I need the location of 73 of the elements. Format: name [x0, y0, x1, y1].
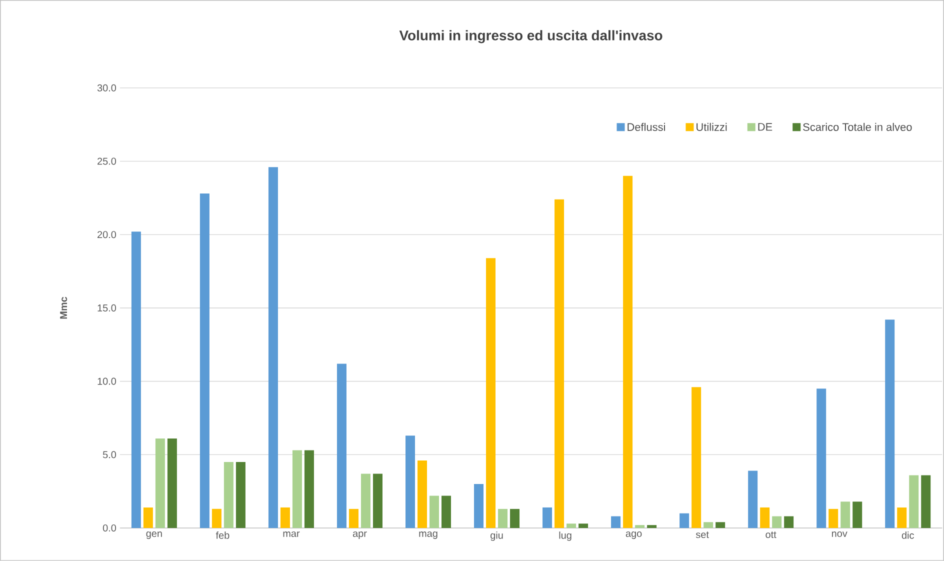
- bar: [292, 450, 302, 528]
- bar: [498, 508, 508, 528]
- bar: [510, 508, 520, 528]
- x-tick-label: nov: [832, 532, 848, 538]
- bar: [647, 525, 657, 528]
- bar: [635, 525, 645, 528]
- bar: [909, 475, 919, 528]
- x-tick-label: feb: [216, 532, 230, 539]
- legend-label: Utilizzi: [696, 122, 727, 131]
- x-tick-label: mag: [419, 532, 438, 539]
- bar: [268, 167, 278, 528]
- bar: [418, 460, 427, 528]
- x-tick-label: mar: [283, 532, 300, 538]
- bar: [828, 508, 838, 528]
- y-tick-label: 0.0: [102, 524, 116, 532]
- bar: [348, 508, 358, 528]
- y-axis-title: Mmc: [60, 296, 68, 319]
- bar: [704, 522, 714, 528]
- bar: [578, 524, 588, 528]
- bar: [784, 516, 794, 528]
- bar: [236, 462, 246, 528]
- bar: [748, 470, 758, 528]
- bar: [816, 388, 826, 528]
- bar: [921, 475, 931, 528]
- legend-label: DE: [758, 123, 772, 131]
- y-tick-label: 20.0: [98, 231, 116, 238]
- y-tick-label: 25.0: [98, 158, 116, 165]
- bar: [280, 508, 290, 528]
- bar: [772, 516, 782, 528]
- bar: [304, 450, 314, 528]
- bar: [200, 194, 210, 528]
- bar: [554, 199, 564, 528]
- bar: [474, 484, 484, 528]
- bar: [430, 496, 440, 528]
- y-tick-label: 10.0: [98, 378, 116, 385]
- bar: [566, 524, 576, 528]
- y-tick-label: 30.0: [97, 84, 116, 92]
- bar: [212, 508, 222, 528]
- x-tick-label: gen: [146, 532, 162, 539]
- x-tick-label: apr: [352, 532, 367, 539]
- bar: [623, 176, 633, 528]
- bar: [442, 496, 452, 528]
- bar: [131, 232, 141, 528]
- bar: [360, 474, 370, 528]
- x-tick-label: lug: [559, 532, 572, 541]
- bar: [611, 516, 621, 528]
- x-tick-label: ott: [766, 532, 776, 538]
- legend-label: Deflussi: [628, 122, 665, 131]
- bar: [852, 502, 862, 528]
- bar: [224, 462, 234, 528]
- legend-label: Scarico Totale in alveo: [803, 122, 912, 131]
- bar: [372, 474, 382, 528]
- x-tick-label: set: [696, 532, 709, 538]
- bar: [692, 387, 702, 528]
- bar: [716, 522, 726, 528]
- x-tick-label: giu: [490, 532, 503, 541]
- bar: [405, 436, 415, 528]
- bar: [143, 508, 153, 528]
- y-tick-label: 15.0: [98, 304, 116, 312]
- bar: [885, 320, 895, 528]
- bar: [760, 508, 770, 528]
- bar: [336, 364, 346, 528]
- bar: [897, 508, 907, 528]
- y-tick-label: 5.0: [102, 451, 116, 458]
- bar: [680, 513, 690, 528]
- bar: [486, 258, 496, 528]
- bar: [167, 438, 177, 528]
- bar: [542, 508, 552, 528]
- x-tick-label: dic: [902, 532, 914, 539]
- bar: [155, 438, 165, 528]
- x-tick-label: ago: [626, 532, 642, 539]
- bar: [840, 502, 850, 528]
- chart-title: Volumi in ingresso ed uscita dall'invaso: [399, 30, 662, 44]
